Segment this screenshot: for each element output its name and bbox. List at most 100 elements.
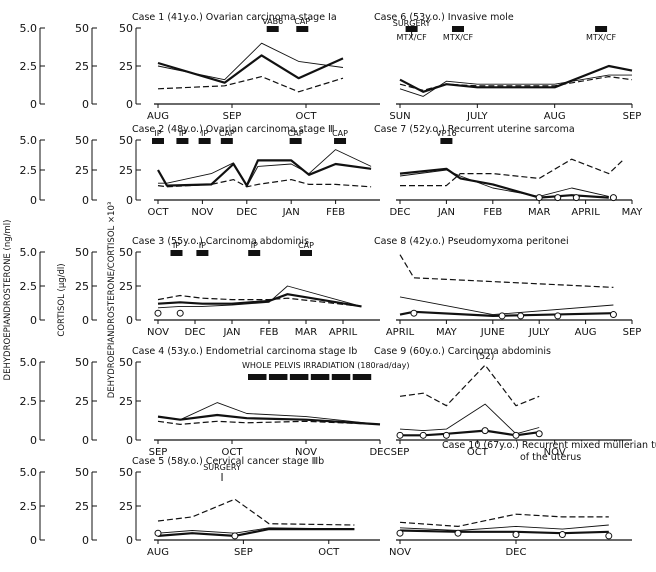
scale-tick-label: 50 (75, 356, 89, 369)
data-point-open (572, 194, 580, 202)
series-thin (157, 42, 344, 81)
treatment-label: IP (173, 241, 180, 250)
scale-tick-label: 5.0 (20, 356, 38, 369)
treatment-label: IP (199, 241, 206, 250)
treatment-label: VP16 (436, 129, 456, 138)
scale-tick-label: 5.0 (20, 466, 38, 479)
treatment-bar (289, 138, 302, 144)
series-dashed (399, 75, 633, 91)
treatment-bar (198, 138, 211, 144)
series-dashed (399, 513, 609, 528)
chart-title: Case 4 (53y.o.) Endometrial carcinoma st… (132, 346, 357, 357)
x-tick-label: OCT (222, 447, 244, 458)
x-tick-label: OCT (148, 207, 170, 218)
series-line (157, 294, 362, 307)
series-thick (399, 167, 609, 199)
x-tick-label: NOV (191, 207, 213, 218)
x-tick-label: JULY (528, 327, 551, 338)
series-line (399, 310, 614, 317)
chart-title-line-1: Case 10 (67y.o.) Recurrent mixed mülleri… (442, 440, 656, 451)
treatment-label: CAP (332, 129, 348, 138)
treatment-label: IP (201, 129, 208, 138)
series-thin (399, 74, 632, 97)
series-thin (157, 402, 381, 425)
series-line (399, 254, 614, 288)
cortisol-axis-label: CORTISOL (µg/dl) (57, 263, 67, 336)
data-point-open (512, 431, 520, 439)
left-scales-row-4: 5.0 2.5 0 50 25 0 50 25 0 (20, 356, 141, 447)
x-tick-label: AUG (544, 111, 566, 122)
series-dashed (399, 364, 540, 407)
scale-tick-label: 0 (126, 314, 133, 327)
data-point-open (554, 312, 562, 320)
scale-tick-label: 25 (119, 395, 133, 408)
treatment-bar (595, 26, 608, 32)
series-line (399, 296, 614, 316)
left-scales-row-1: 5.0 2.5 0 50 25 0 50 25 0 (20, 22, 141, 111)
series-line (399, 513, 609, 528)
series-thin (399, 296, 614, 316)
data-point-open (605, 532, 613, 540)
scale-tick-label: 5.0 (20, 22, 38, 35)
treatment-bar (196, 250, 209, 256)
data-point-open (554, 194, 562, 202)
scale-tick-label: 0 (126, 194, 133, 207)
treatment-label: IP (251, 241, 258, 250)
scale-tick-label: 50 (75, 22, 89, 35)
data-point-open (609, 311, 617, 319)
scale-tick-label: 0 (126, 534, 133, 547)
x-tick-label: SEP (223, 111, 242, 122)
treatment-label: CAP (288, 129, 304, 138)
series-line (157, 54, 344, 84)
treatment-label: VAB6 (262, 17, 283, 26)
scale-tick-label: 50 (119, 466, 133, 479)
data-point-open (410, 309, 418, 317)
series-thick (157, 293, 362, 308)
chart-case-1: Case 1 (41y.o.) Ovarian carcinoma stage … (132, 12, 380, 122)
ratio-axis-label: DEHYDROEPIANDROSTERONE/CORTISOL ×10³ (107, 202, 117, 399)
chart-title: Case 3 (55y.o.) Carcinoma abdominis (132, 236, 309, 247)
series-line (399, 167, 609, 199)
treatment-bar (440, 138, 453, 144)
scale-tick-label: 0 (30, 534, 37, 547)
scale-tick-label: 0 (30, 314, 37, 327)
dhea-axis-label: DEHYDROEPIANDROSTERONE (ng/ml) (3, 220, 13, 381)
scale-tick-label: 25 (119, 60, 133, 73)
x-tick-label: MAY (622, 207, 644, 218)
treatment-label: CAP (219, 129, 235, 138)
x-tick-label: SUN (389, 111, 410, 122)
scale-tick-label: 5.0 (20, 246, 38, 259)
x-tick-label: AUG (575, 327, 597, 338)
treatment-bar (266, 26, 279, 32)
x-tick-label: JAN (222, 327, 240, 338)
data-point-open (498, 312, 506, 320)
series-circle (396, 529, 613, 540)
x-tick-label: DEC (389, 207, 410, 218)
series-line (157, 498, 355, 526)
series-line (157, 75, 344, 93)
data-point-open (442, 431, 450, 439)
scale-tick-label: 50 (75, 134, 89, 147)
series-thin (157, 285, 362, 309)
treatment-bar (220, 138, 233, 144)
treatment-label: MTX/CF (586, 33, 617, 42)
series-dashed (400, 158, 624, 187)
treatment-label: IP (179, 129, 186, 138)
scale-tick-label: 5.0 (20, 134, 38, 147)
series-line (158, 149, 372, 188)
x-tick-label: NOV (295, 447, 317, 458)
x-tick-label: FEB (326, 207, 345, 218)
data-point-open (396, 529, 404, 537)
data-point-open (419, 431, 427, 439)
left-scales-row-2: 5.0 2.5 0 50 25 0 50 25 0 (20, 134, 141, 207)
series-line (399, 74, 632, 97)
scale-tick-label: 0 (82, 534, 89, 547)
scale-tick-label: 2.5 (20, 500, 38, 513)
treatment-label: IP (154, 129, 161, 138)
chart-title: Case 7 (52y.o.) Recurrent uterine sarcom… (374, 124, 575, 135)
x-tick-label: APRIL (329, 327, 358, 338)
series-line (157, 159, 372, 187)
series-line (157, 179, 372, 188)
x-tick-label: JAN (282, 207, 300, 218)
radiation-bar (331, 374, 351, 380)
